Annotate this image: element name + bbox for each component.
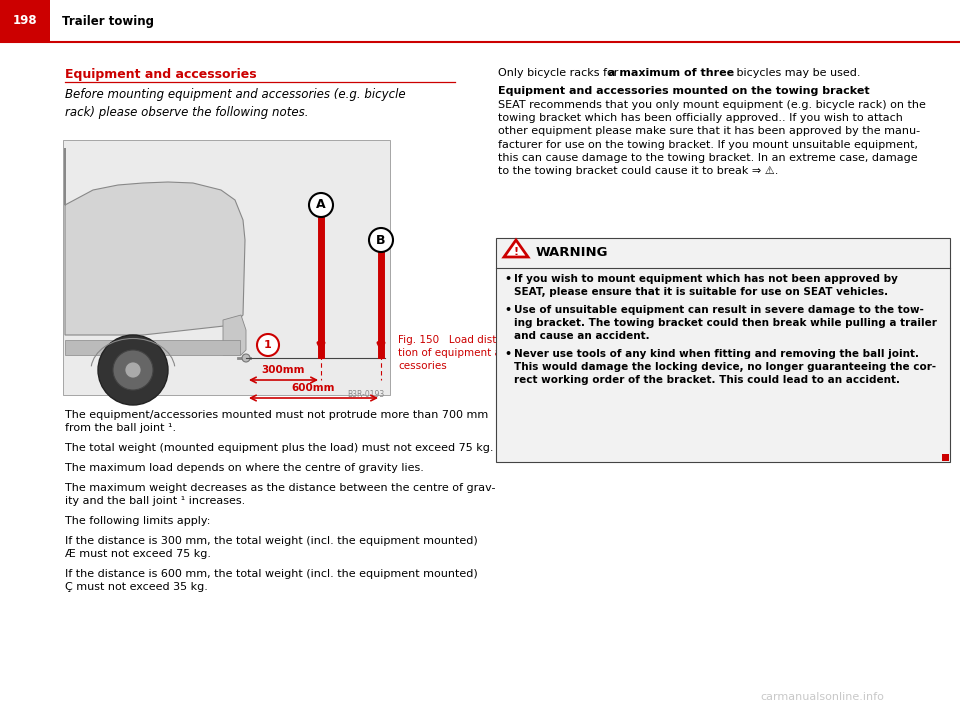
Text: Trailer towing: Trailer towing xyxy=(62,15,154,27)
Text: B3R-0193: B3R-0193 xyxy=(348,390,385,399)
Text: Equipment and accessories mounted on the towing bracket: Equipment and accessories mounted on the… xyxy=(498,86,870,96)
Text: B: B xyxy=(376,233,386,247)
Circle shape xyxy=(242,354,250,362)
Bar xyxy=(942,454,949,461)
Text: •: • xyxy=(504,274,511,284)
Polygon shape xyxy=(65,148,245,335)
Text: a maximum of three: a maximum of three xyxy=(608,68,734,78)
Text: Fig. 150   Load distribu-
tion of equipment and ac-
cessories: Fig. 150 Load distribu- tion of equipmen… xyxy=(398,335,533,372)
Polygon shape xyxy=(504,240,528,257)
Text: Before mounting equipment and accessories (e.g. bicycle
rack) please observe the: Before mounting equipment and accessorie… xyxy=(65,88,406,119)
Circle shape xyxy=(98,335,168,405)
Text: 300mm: 300mm xyxy=(262,365,305,375)
Circle shape xyxy=(369,228,393,252)
Text: The total weight (mounted equipment plus the load) must not exceed 75 kg.: The total weight (mounted equipment plus… xyxy=(65,443,493,453)
Text: The equipment/accessories mounted must not protrude more than 700 mm
from the ba: The equipment/accessories mounted must n… xyxy=(65,410,489,433)
Text: Only bicycle racks for: Only bicycle racks for xyxy=(498,68,622,78)
Text: The following limits apply:: The following limits apply: xyxy=(65,516,210,526)
Text: If the distance is 600 mm, the total weight (incl. the equipment mounted)
Ç must: If the distance is 600 mm, the total wei… xyxy=(65,569,478,592)
Circle shape xyxy=(257,334,279,356)
Polygon shape xyxy=(223,315,246,355)
Circle shape xyxy=(309,193,333,217)
Text: SEAT recommends that you only mount equipment (e.g. bicycle rack) on the
towing : SEAT recommends that you only mount equi… xyxy=(498,100,925,176)
Text: Equipment and accessories: Equipment and accessories xyxy=(65,68,256,81)
Bar xyxy=(0,0,50,42)
Text: If you wish to mount equipment which has not been approved by
SEAT, please ensur: If you wish to mount equipment which has… xyxy=(514,274,898,297)
Bar xyxy=(63,140,390,395)
Bar xyxy=(65,340,240,355)
Text: The maximum weight decreases as the distance between the centre of grav-
ity and: The maximum weight decreases as the dist… xyxy=(65,483,495,506)
Circle shape xyxy=(125,362,141,378)
Text: !: ! xyxy=(514,247,518,257)
Text: 198: 198 xyxy=(12,15,37,27)
Text: A: A xyxy=(316,198,325,212)
Text: 1: 1 xyxy=(264,340,272,350)
Text: Never use tools of any kind when fitting and removing the ball joint.
This would: Never use tools of any kind when fitting… xyxy=(514,349,936,385)
Text: The maximum load depends on where the centre of gravity lies.: The maximum load depends on where the ce… xyxy=(65,463,424,473)
Text: 600mm: 600mm xyxy=(292,383,335,393)
Text: Use of unsuitable equipment can result in severe damage to the tow-
ing bracket.: Use of unsuitable equipment can result i… xyxy=(514,305,937,341)
Text: bicycles may be used.: bicycles may be used. xyxy=(733,68,860,78)
Text: •: • xyxy=(504,349,511,359)
Text: If the distance is 300 mm, the total weight (incl. the equipment mounted)
Æ must: If the distance is 300 mm, the total wei… xyxy=(65,536,478,559)
Text: •: • xyxy=(504,305,511,315)
Bar xyxy=(0,0,960,42)
Circle shape xyxy=(113,350,153,390)
Bar xyxy=(496,238,950,462)
Text: WARNING: WARNING xyxy=(536,247,609,259)
Text: carmanualsonline.info: carmanualsonline.info xyxy=(760,692,884,701)
